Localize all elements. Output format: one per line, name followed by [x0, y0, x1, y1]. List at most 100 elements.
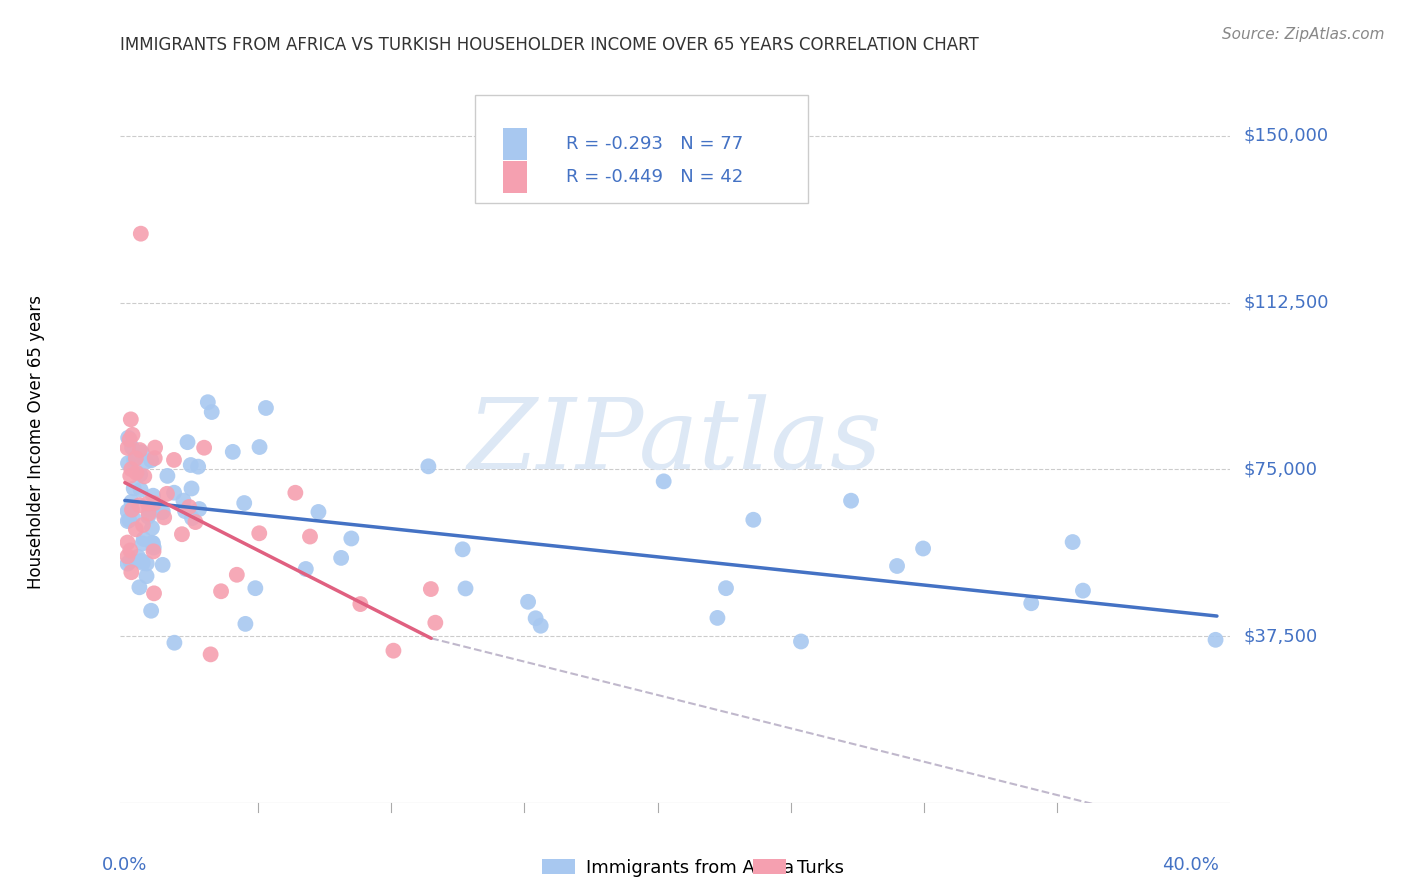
Point — [142, 489, 165, 503]
Bar — [503, 161, 527, 193]
Point — [1205, 632, 1227, 647]
Point — [222, 445, 245, 459]
Point — [193, 441, 215, 455]
Point — [128, 498, 150, 512]
Point — [117, 557, 139, 571]
Point — [120, 412, 142, 426]
Point — [142, 541, 165, 555]
Text: Source: ZipAtlas.com: Source: ZipAtlas.com — [1222, 27, 1385, 42]
Point — [418, 459, 440, 474]
Point — [163, 485, 186, 500]
Point — [295, 562, 318, 576]
Point — [134, 469, 156, 483]
Text: $150,000: $150,000 — [1243, 127, 1329, 145]
Text: $37,500: $37,500 — [1243, 627, 1317, 645]
Point — [143, 441, 166, 455]
Point — [1062, 535, 1084, 549]
Point — [517, 595, 540, 609]
Bar — [752, 859, 786, 873]
Point — [652, 475, 675, 489]
Text: 0.0%: 0.0% — [103, 856, 148, 874]
Point — [200, 648, 222, 662]
Point — [117, 514, 139, 528]
Text: $75,000: $75,000 — [1243, 460, 1317, 478]
Point — [307, 505, 329, 519]
Point — [176, 435, 198, 450]
Point — [153, 510, 176, 524]
Point — [143, 451, 166, 466]
Point — [201, 405, 224, 419]
Point — [136, 509, 159, 524]
Point — [233, 496, 256, 510]
Point — [135, 455, 157, 469]
Point — [129, 483, 152, 497]
Point — [706, 611, 728, 625]
Text: IMMIGRANTS FROM AFRICA VS TURKISH HOUSEHOLDER INCOME OVER 65 YEARS CORRELATION C: IMMIGRANTS FROM AFRICA VS TURKISH HOUSEH… — [120, 36, 979, 54]
Point — [454, 582, 477, 596]
Point — [742, 513, 765, 527]
Point — [179, 500, 201, 514]
Point — [141, 536, 163, 550]
Text: Turks: Turks — [797, 859, 844, 877]
FancyBboxPatch shape — [475, 95, 808, 203]
Text: $112,500: $112,500 — [1243, 293, 1329, 311]
Point — [121, 495, 143, 509]
Point — [152, 558, 174, 572]
Point — [886, 559, 908, 574]
Point — [180, 458, 202, 472]
Point — [163, 636, 186, 650]
Point — [127, 549, 149, 564]
Point — [181, 511, 204, 525]
Point — [143, 586, 166, 600]
Point — [1071, 583, 1094, 598]
Point — [131, 445, 153, 459]
Point — [174, 504, 197, 518]
Point — [122, 452, 145, 467]
Point — [156, 487, 179, 501]
Text: Householder Income Over 65 years: Householder Income Over 65 years — [27, 294, 45, 589]
Point — [121, 441, 143, 455]
Point — [117, 535, 139, 549]
Point — [180, 482, 202, 496]
Point — [249, 440, 271, 454]
Text: Immigrants from Africa: Immigrants from Africa — [586, 859, 794, 877]
Point — [254, 401, 277, 415]
Point — [128, 580, 150, 594]
Point — [117, 549, 139, 564]
Point — [138, 501, 160, 516]
Point — [382, 643, 405, 657]
Point — [156, 469, 179, 483]
Point — [120, 468, 142, 483]
Point — [129, 467, 152, 482]
Point — [172, 493, 194, 508]
Point — [912, 541, 935, 556]
Point — [184, 515, 207, 529]
Point — [225, 567, 247, 582]
Point — [170, 527, 193, 541]
Point — [121, 427, 143, 442]
Point — [524, 611, 547, 625]
Bar — [541, 859, 575, 873]
Point — [120, 543, 142, 558]
Point — [245, 581, 267, 595]
Point — [141, 521, 163, 535]
Text: 40.0%: 40.0% — [1161, 856, 1219, 874]
Point — [152, 504, 174, 518]
Text: R = -0.449   N = 42: R = -0.449 N = 42 — [567, 168, 744, 186]
Point — [120, 554, 142, 568]
Point — [530, 619, 553, 633]
Point — [132, 532, 155, 546]
Point — [120, 565, 142, 579]
Point — [125, 451, 148, 466]
Point — [247, 526, 270, 541]
Point — [132, 556, 155, 570]
Point — [235, 616, 257, 631]
Point — [188, 502, 211, 516]
Point — [451, 542, 474, 557]
Point — [117, 441, 139, 455]
Point — [419, 582, 441, 596]
Bar — [503, 128, 527, 161]
Point — [197, 395, 219, 409]
Text: R = -0.293   N = 77: R = -0.293 N = 77 — [567, 136, 744, 153]
Point — [117, 431, 139, 445]
